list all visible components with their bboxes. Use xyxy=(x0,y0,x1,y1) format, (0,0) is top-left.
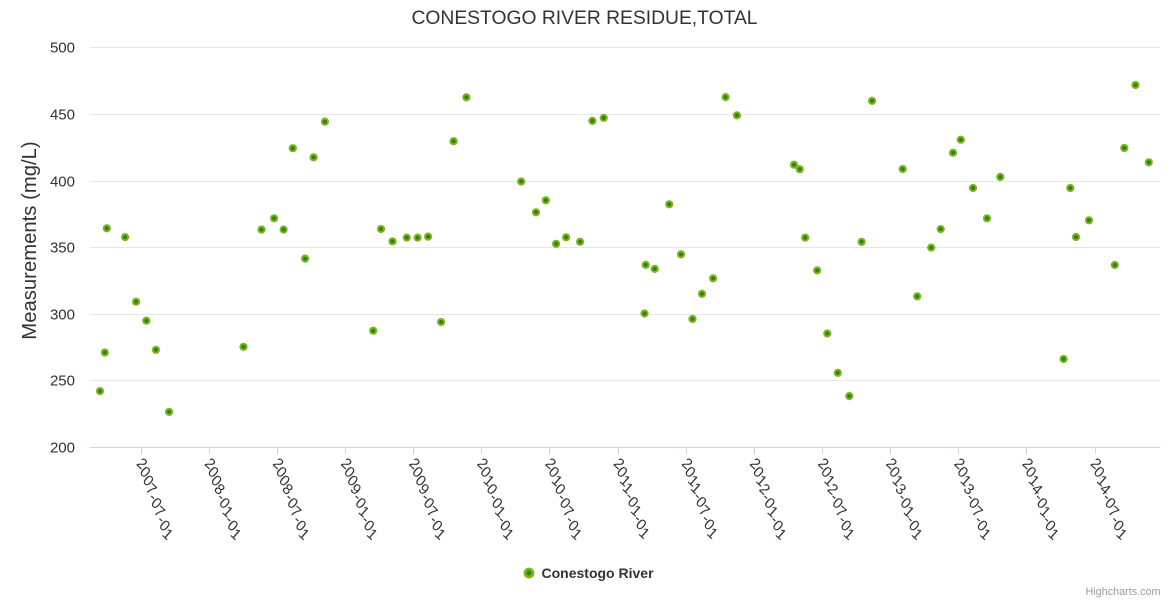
svg-text:200: 200 xyxy=(50,440,75,457)
svg-text:CONESTOGO RIVER RESIDUE,TOTAL: CONESTOGO RIVER RESIDUE,TOTAL xyxy=(411,8,757,29)
svg-text:Measurements (mg/L): Measurements (mg/L) xyxy=(19,141,41,339)
svg-text:350: 350 xyxy=(50,240,75,257)
svg-text:450: 450 xyxy=(50,107,75,124)
svg-text:250: 250 xyxy=(50,373,75,390)
svg-text:300: 300 xyxy=(50,307,75,324)
svg-text:Conestogo River: Conestogo River xyxy=(542,565,655,581)
svg-text:Highcharts.com: Highcharts.com xyxy=(1085,586,1160,598)
svg-text:500: 500 xyxy=(50,40,75,57)
svg-text:400: 400 xyxy=(50,174,75,191)
